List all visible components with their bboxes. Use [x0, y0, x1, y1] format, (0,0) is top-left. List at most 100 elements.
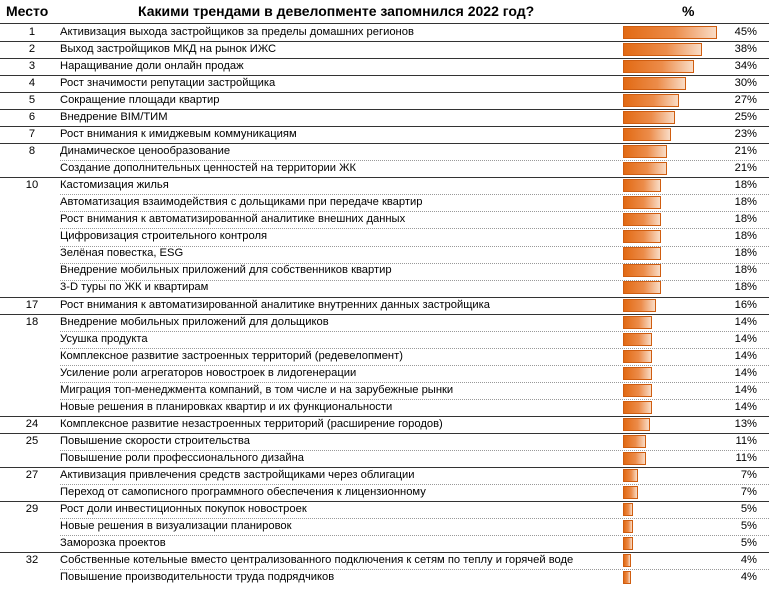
bar [623, 230, 661, 244]
rank-cell: 18 [25, 315, 39, 328]
bar [623, 43, 703, 57]
rank-cell: 10 [25, 179, 39, 192]
table-row: Новые решения в визуализации планировок 5… [0, 518, 769, 535]
trend-label: Новые решения в планировках квартир и их… [60, 400, 393, 413]
rank-cell: 8 [28, 145, 36, 158]
bar [623, 383, 653, 397]
bar [623, 451, 646, 465]
table-row: 25 Повышение скорости строительства 11% [0, 433, 769, 450]
value-label: 30% [734, 77, 757, 90]
bar [623, 485, 638, 499]
group-divider [0, 313, 769, 315]
trend-label: Переход от самописного программного обес… [60, 485, 426, 498]
table-row: Создание дополнительных ценностей на тер… [0, 160, 769, 177]
trend-label: 3-D туры по ЖК и квартирам [60, 281, 209, 294]
trend-label: Выход застройщиков МКД на рынок ИЖС [60, 43, 277, 56]
value-label: 4% [740, 553, 757, 566]
value-label: 18% [734, 281, 757, 294]
value-label: 5% [740, 502, 757, 515]
group-divider [0, 177, 769, 179]
bar [623, 281, 661, 295]
table-header: Место Какими трендами в девелопменте зап… [0, 0, 769, 22]
row-divider [60, 262, 769, 264]
row-divider [60, 450, 769, 451]
table-row: 2 Выход застройщиков МКД на рынок ИЖС 38% [0, 41, 769, 58]
trend-label: Усиление роли агрегаторов новостроек в л… [60, 366, 357, 379]
rank-cell: 27 [25, 468, 39, 481]
table-row: Внедрение мобильных приложений для собст… [0, 262, 769, 279]
value-label: 18% [734, 196, 757, 209]
table-row: Автоматизация взаимодействия с дольщикам… [0, 194, 769, 211]
trend-label: Зелёная повестка, ESG [60, 247, 184, 260]
trend-label: Рост внимания к автоматизированной анали… [60, 298, 491, 311]
group-divider [0, 501, 769, 503]
trend-label: Рост внимания к автоматизированной анали… [60, 213, 406, 226]
column-header-place: Место [6, 3, 49, 19]
bar [623, 536, 634, 550]
table-row: Переход от самописного программного обес… [0, 484, 769, 501]
rank-cell: 4 [28, 77, 36, 90]
table-row: 24 Комплексное развитие незастроенных тер… [0, 416, 769, 433]
trend-label: Сокращение площади квартир [60, 94, 220, 107]
trend-label: Комплексное развитие застроенных террито… [60, 349, 403, 362]
value-label: 21% [734, 162, 757, 175]
bar [623, 196, 661, 210]
table-row: 5 Сокращение площади квартир 27% [0, 92, 769, 109]
bar [623, 145, 667, 159]
bar [623, 400, 653, 414]
value-label: 14% [734, 383, 757, 396]
bar [623, 315, 653, 329]
value-label: 14% [734, 366, 757, 379]
table-row: Повышение производительности труда подря… [0, 569, 769, 586]
bar [623, 247, 661, 261]
trend-label: Усушка продукта [60, 332, 148, 345]
table-row: 3-D туры по ЖК и квартирам 18% [0, 279, 769, 296]
table-row: Рост внимания к автоматизированной анали… [0, 211, 769, 228]
trend-label: Наращивание доли онлайн продаж [60, 60, 244, 73]
rank-cell: 29 [25, 502, 39, 515]
trend-label: Активизация выхода застройщиков за преде… [60, 26, 414, 38]
trend-label: Внедрение мобильных приложений для дольщ… [60, 315, 329, 328]
row-divider [60, 160, 769, 162]
bar [623, 519, 634, 533]
value-label: 7% [740, 485, 757, 498]
value-label: 38% [734, 43, 757, 56]
row-divider [60, 330, 769, 332]
rows-container: 1 Активизация выхода застройщиков за пред… [0, 24, 769, 586]
table-row: 29 Рост доли инвестиционных покупок новос… [0, 501, 769, 518]
value-label: 18% [734, 230, 757, 243]
trend-label: Создание дополнительных ценностей на тер… [60, 162, 357, 175]
trend-label: Заморозка проектов [60, 536, 166, 549]
trend-label: Активизация привлечения средств застройщ… [60, 468, 415, 481]
trend-label: Динамическое ценообразование [60, 145, 231, 158]
row-divider [60, 279, 769, 281]
group-divider [0, 415, 769, 417]
row-divider [60, 518, 769, 520]
value-label: 11% [735, 451, 757, 464]
rank-cell: 2 [28, 43, 36, 56]
bar [623, 264, 661, 278]
bar [623, 502, 634, 516]
row-divider [60, 381, 769, 383]
trend-label: Рост значимости репутации застройщика [60, 77, 276, 90]
table-row: Зелёная повестка, ESG 18% [0, 245, 769, 262]
trend-label: Повышение роли профессионального дизайна [60, 451, 304, 464]
value-label: 14% [734, 400, 757, 413]
row-divider [60, 228, 769, 230]
value-label: 14% [734, 349, 757, 362]
rank-cell: 5 [28, 94, 36, 107]
bar [623, 332, 653, 346]
trend-label: Автоматизация взаимодействия с дольщикам… [60, 196, 423, 209]
rank-cell: 25 [25, 434, 39, 447]
table-row: 6 Внедрение BIM/ТИМ 25% [0, 109, 769, 126]
bar [623, 94, 680, 108]
table-row: 27 Активизация привлечения средств застро… [0, 467, 769, 484]
trend-label: Миграция топ-менеджмента компаний, в том… [60, 383, 454, 396]
value-label: 23% [734, 128, 757, 141]
value-label: 45% [734, 26, 757, 38]
table-row: 1 Активизация выхода застройщиков за пред… [0, 24, 769, 41]
trend-label: Кастомизация жилья [60, 179, 169, 192]
table-row: Усиление роли агрегаторов новостроек в л… [0, 365, 769, 382]
value-label: 18% [734, 264, 757, 277]
value-label: 14% [734, 332, 757, 345]
